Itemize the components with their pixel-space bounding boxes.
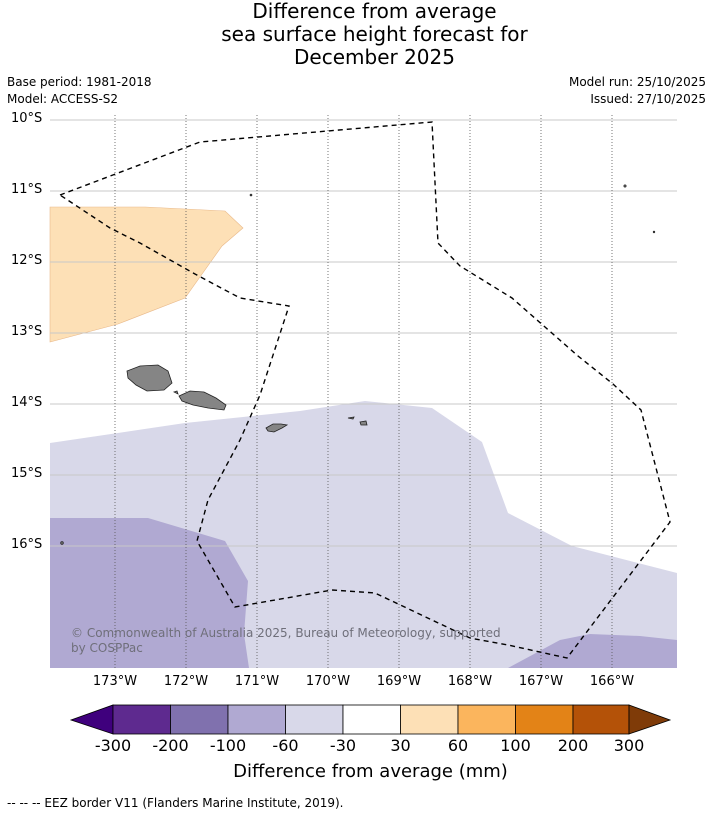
lat-label-15s: 15°S [11,466,43,481]
colorbar [69,704,672,735]
small-island-tokelau [623,184,627,188]
colorbar-tick-neg60: -60 [272,736,299,755]
upolu-island [178,390,227,411]
lon-label-166w: 166°W [589,674,635,689]
base-period: Base period: 1981-2018 [7,75,152,89]
title-line-1: Difference from average [252,0,497,23]
tutuila-island [265,423,289,433]
colorbar-segment-2 [170,704,229,735]
eez-footnote: -- -- -- EEZ border V11 (Flanders Marine… [7,796,344,810]
colorbar-tick-neg300: -300 [94,736,132,755]
lat-label-14s: 14°S [11,395,43,410]
band-positive-30-60 [49,206,244,343]
colorbar-tick-neg200: -200 [152,736,189,755]
colorbar-tick-neg100: -100 [209,736,247,755]
colorbar-segment-4 [285,704,344,735]
colorbar-segment-6 [400,704,459,735]
ofu-olosega-island [347,416,355,420]
tau-island [359,420,368,426]
colorbar-label: Difference from average (mm) [233,761,508,782]
lon-label-172w: 172°W [163,674,209,689]
latitude-gridlines [50,119,677,547]
lon-label-168w: 168°W [447,674,493,689]
colorbar-segment-5 [342,704,401,735]
colorbar-segment-above [628,704,672,735]
colorbar-tick-100: 100 [500,736,531,755]
small-island-east [652,230,656,234]
colorbar-tick-30: 30 [390,736,411,755]
lat-label-13s: 13°S [11,324,43,339]
colorbar-tick-200: 200 [557,736,589,755]
chart-title: Difference from average sea surface heig… [0,0,713,69]
issued-date: Issued: 27/10/2025 [590,92,706,106]
colorbar-segment-9 [572,704,630,735]
lon-label-170w: 170°W [305,674,351,689]
band-negative-60-100-west [50,518,249,668]
colorbar-segment-8 [515,704,574,735]
manono-island [172,390,179,395]
meta-right: Model run: 25/10/2025 Issued: 27/10/2025 [569,74,706,108]
colorbar-tick-neg30: -30 [329,736,357,755]
longitude-gridlines [114,115,613,668]
lon-label-173w: 173°W [92,674,138,689]
band-negative-60-100-southeast [508,634,677,668]
title-line-3: December 2025 [294,45,455,69]
small-island-swains [249,193,253,197]
lat-label-16s: 16°S [11,537,43,552]
colorbar-segment-below [69,704,114,735]
colorbar-tick-300: 300 [613,736,645,755]
colorbar-segment-3 [227,704,286,735]
lat-label-12s: 12°S [11,253,43,268]
small-island-rose [60,541,64,545]
lat-label-11s: 11°S [11,182,43,197]
colorbar-tick-60: 60 [447,736,469,755]
samoa-islands [60,184,656,545]
meta-left: Base period: 1981-2018 Model: ACCESS-S2 [7,74,152,108]
lon-label-167w: 167°W [518,674,564,689]
lon-label-171w: 171°W [234,674,280,689]
eez-border [58,121,671,659]
savaii-island [126,364,173,392]
copyright-notice: © Commonwealth of Australia 2025, Bureau… [71,626,501,655]
model-name: Model: ACCESS-S2 [7,92,119,106]
lat-label-10s: 10°S [11,111,43,126]
colorbar-segment-1 [112,704,171,735]
colorbar-segment-7 [457,704,516,735]
title-line-2: sea surface height forecast for [221,22,528,46]
lon-label-169w: 169°W [376,674,422,689]
model-run: Model run: 25/10/2025 [568,75,706,89]
